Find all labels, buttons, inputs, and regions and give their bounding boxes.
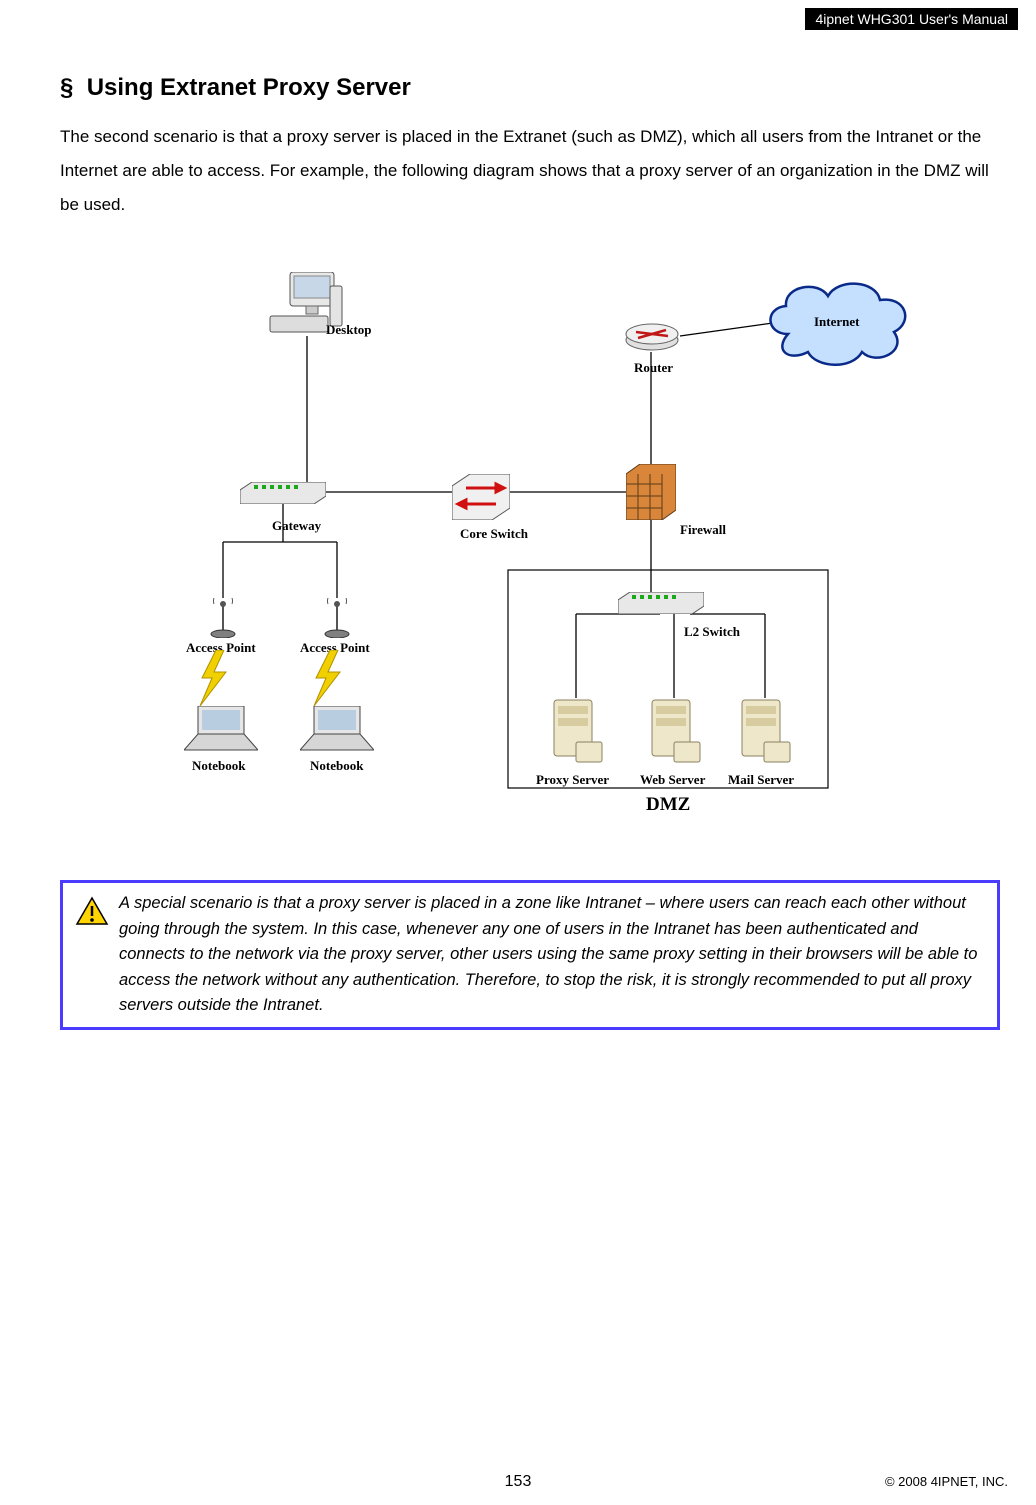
core-switch-icon: [452, 474, 510, 520]
network-diagram: Desktop Gateway Core Switch Firewall: [100, 232, 960, 852]
section-title-text: Using Extranet Proxy Server: [87, 74, 411, 101]
notebook-1-label: Notebook: [192, 758, 245, 774]
section-heading: § Using Extranet Proxy Server: [60, 74, 1000, 102]
desktop-label: Desktop: [326, 322, 372, 338]
warning-note-text: A special scenario is that a proxy serve…: [111, 891, 987, 1019]
gateway-label: Gateway: [272, 518, 321, 534]
internet-label: Internet: [814, 314, 860, 330]
mail-server-icon: [736, 698, 792, 764]
copyright-text: © 2008 4IPNET, INC.: [885, 1474, 1008, 1489]
web-server-label: Web Server: [640, 772, 705, 788]
warning-note-box: A special scenario is that a proxy serve…: [60, 880, 1000, 1030]
proxy-server-icon: [548, 698, 604, 764]
l2-switch-label: L2 Switch: [684, 624, 740, 640]
router-label: Router: [634, 360, 673, 376]
section-bullet: §: [60, 74, 73, 101]
lightning-1-icon: [196, 650, 230, 706]
notebook-1-icon: [184, 706, 258, 754]
web-server-icon: [646, 698, 702, 764]
notebook-2-label: Notebook: [310, 758, 363, 774]
access-point-1-icon: [210, 598, 236, 638]
proxy-server-label: Proxy Server: [536, 772, 609, 788]
mail-server-label: Mail Server: [728, 772, 794, 788]
router-icon: [624, 322, 680, 352]
body-paragraph: The second scenario is that a proxy serv…: [60, 120, 1000, 222]
l2-switch-icon: [618, 592, 704, 614]
lightning-2-icon: [310, 650, 344, 706]
manual-title-bar: 4ipnet WHG301 User's Manual: [805, 8, 1018, 30]
firewall-label: Firewall: [680, 522, 726, 538]
dmz-label: DMZ: [646, 794, 690, 816]
gateway-icon: [240, 482, 326, 504]
firewall-icon: [626, 464, 676, 520]
notebook-2-icon: [300, 706, 374, 754]
page-number: 153: [505, 1473, 532, 1491]
core-switch-label: Core Switch: [460, 526, 528, 542]
access-point-2-icon: [324, 598, 350, 638]
